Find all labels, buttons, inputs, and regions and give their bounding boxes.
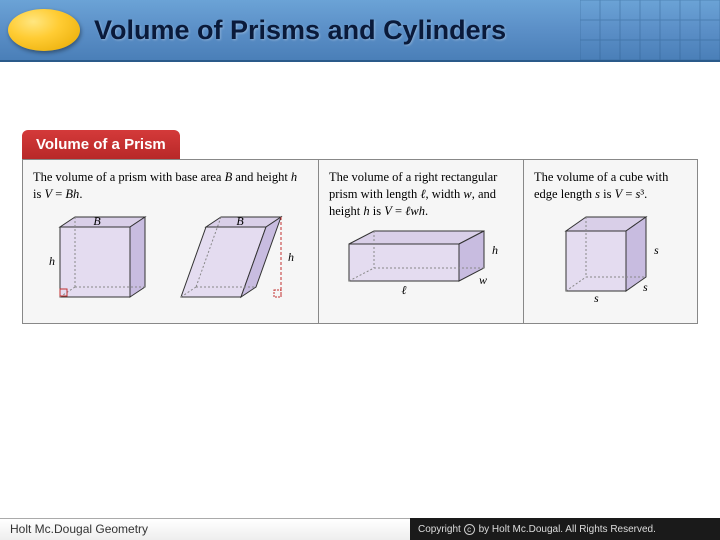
panel-rect-prism: The volume of a right rectangular prism …: [318, 160, 523, 323]
copyright-text: by Holt Mc.Dougal. All Rights Reserved.: [479, 524, 656, 535]
label-s2: s: [643, 280, 648, 294]
figure-cube: s s s: [546, 209, 676, 304]
label-w: w: [479, 273, 487, 287]
header-grid-decoration: [580, 0, 720, 62]
slide-header: Volume of Prisms and Cylinders: [0, 0, 720, 62]
figure-oblique-prism: B h: [166, 209, 306, 314]
figure-row: B h B h: [33, 209, 308, 314]
figure-row: ℓ w h: [329, 226, 513, 301]
panel-text: The volume of a prism with base area B a…: [33, 169, 308, 203]
figure-rect-box: ℓ w h: [334, 226, 509, 301]
label-s1: s: [654, 243, 659, 257]
copyright-icon: c: [464, 524, 475, 535]
header-oval-icon: [8, 9, 80, 51]
label-h: h: [492, 243, 498, 257]
panel-general-prism: The volume of a prism with base area B a…: [23, 160, 318, 323]
infobox: The volume of a prism with base area B a…: [22, 159, 698, 324]
label-h: h: [288, 250, 294, 264]
label-B: B: [237, 214, 245, 228]
label-h: h: [49, 254, 55, 268]
label-s3: s: [594, 291, 599, 304]
panel-text: The volume of a cube with edge length s …: [534, 169, 687, 203]
infobox-tab: Volume of a Prism: [22, 130, 180, 159]
copyright-word: Copyright: [418, 524, 461, 535]
slide-title: Volume of Prisms and Cylinders: [94, 15, 506, 46]
label-l: ℓ: [401, 283, 406, 297]
content-area: Volume of a Prism The volume of a prism …: [22, 130, 698, 324]
figure-row: s s s: [534, 209, 687, 304]
figure-right-prism: B h: [35, 209, 155, 314]
footer-copyright: Copyright c by Holt Mc.Dougal. All Right…: [410, 518, 720, 540]
slide-footer: Holt Mc.Dougal Geometry Copyright c by H…: [0, 518, 720, 540]
panel-cube: The volume of a cube with edge length s …: [523, 160, 697, 323]
panel-text: The volume of a right rectangular prism …: [329, 169, 513, 220]
label-B: B: [93, 214, 101, 228]
footer-left-text: Holt Mc.Dougal Geometry: [0, 518, 410, 540]
